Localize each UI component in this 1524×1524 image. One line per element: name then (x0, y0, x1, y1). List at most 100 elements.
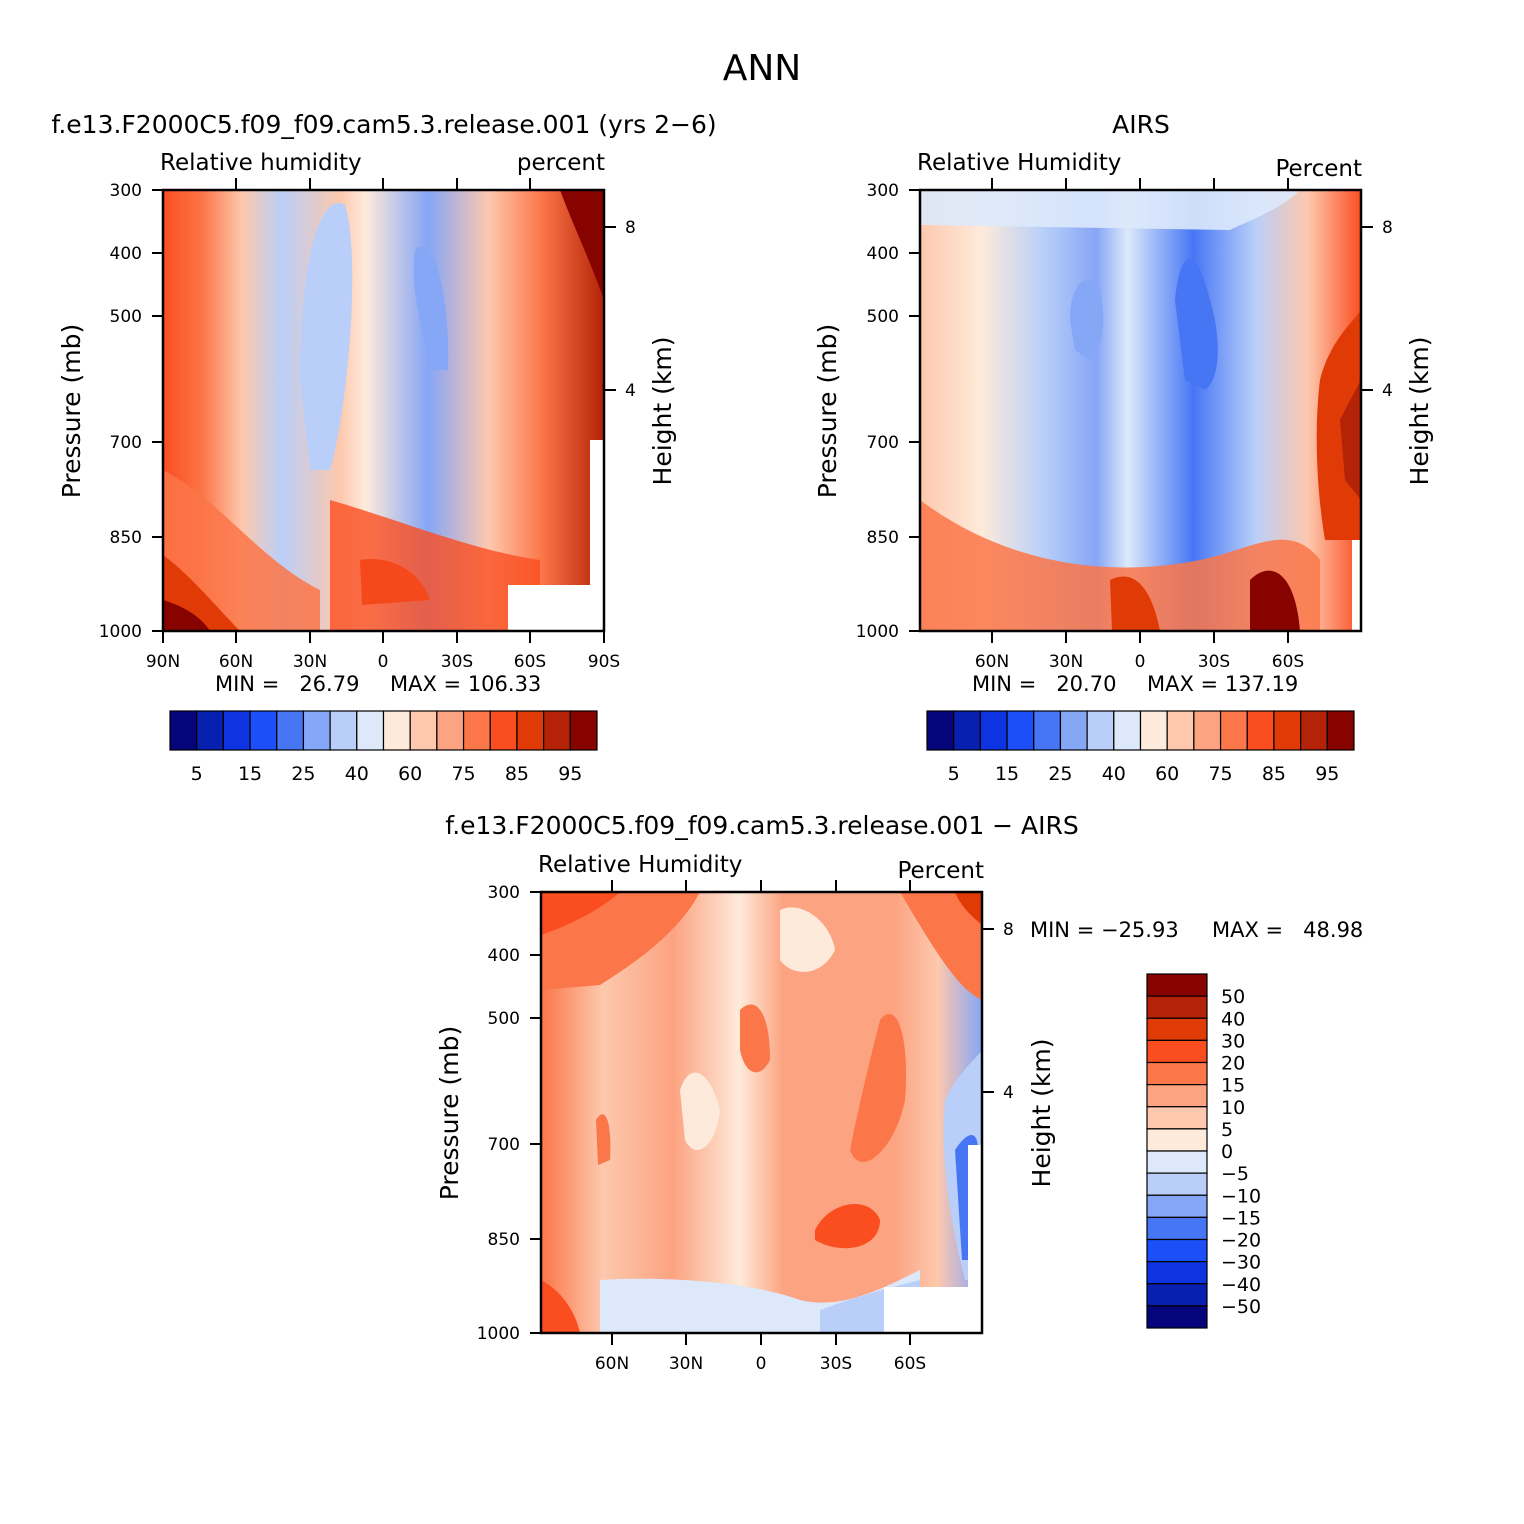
colorbar-label: 15 (238, 763, 262, 785)
colorbar-swatch (1146, 1061, 1208, 1086)
colorbar-swatch (249, 710, 278, 751)
colorbar-label: 20 (1221, 1053, 1245, 1075)
x-tick-label: 60S (894, 1354, 926, 1374)
panel-model-x-axis: 90N 60N 30N 0 30S 60S 90S (146, 178, 620, 672)
field-blob (900, 892, 982, 1000)
missing-data-mask (968, 1145, 982, 1287)
x-tick-label: 0 (378, 652, 389, 672)
panel-airs: AIRS Relative Humidity Percent 300 400 (813, 110, 1434, 785)
y-tick-label: 500 (488, 1009, 520, 1029)
y2-tick-label: 4 (1382, 381, 1393, 401)
panel-model-min: MIN = 26.79 (215, 672, 359, 696)
field-blob (1250, 570, 1300, 631)
panel-difference-x-axis: 60N 30N 0 30S 60S (595, 880, 926, 1374)
colorbar-label: 95 (1315, 763, 1339, 785)
colorbar-label: 75 (1208, 763, 1232, 785)
colorbar-swatch (1146, 1150, 1208, 1174)
missing-data-mask (1352, 540, 1361, 631)
colorbar-label: 85 (1262, 763, 1286, 785)
x-tick-label: 30N (293, 652, 327, 672)
missing-data-mask (590, 440, 604, 585)
colorbar-label: −5 (1221, 1163, 1249, 1185)
panel-difference-left-label: Relative Humidity (538, 852, 742, 878)
y-axis-title: Pressure (mb) (57, 324, 86, 498)
colorbar-swatch (1146, 1172, 1208, 1196)
x-tick-label: 30N (1049, 652, 1083, 672)
field-blob (955, 892, 982, 925)
colorbar-swatch (1146, 973, 1208, 997)
y-tick-label: 700 (867, 433, 899, 453)
panel-model-title: f.e13.F2000C5.f09_f09.cam5.3.release.001… (51, 110, 716, 139)
colorbar-label: 10 (1221, 1097, 1245, 1119)
panel-airs-left-label: Relative Humidity (917, 150, 1121, 176)
x-tick-label: 90N (146, 652, 180, 672)
field-blob (541, 892, 620, 935)
colorbar-label: −10 (1221, 1185, 1261, 1207)
colorbar-swatch (462, 710, 491, 751)
colorbar-swatch (409, 710, 438, 751)
colorbar-swatch (1146, 1084, 1208, 1108)
field-blob (920, 500, 1320, 631)
colorbar-label: −20 (1221, 1230, 1261, 1252)
colorbar-label: 25 (1048, 763, 1072, 785)
missing-data-mask (884, 1287, 982, 1333)
colorbar-label: 0 (1221, 1141, 1233, 1163)
y-tick-label: 1000 (477, 1324, 520, 1344)
colorbar-label: −15 (1221, 1207, 1261, 1229)
colorbar-label: 40 (1221, 1008, 1245, 1030)
colorbar-swatch (979, 710, 1008, 751)
colorbar-label: 60 (398, 763, 422, 785)
panel-airs-y2-axis: 8 4 Height (km) (1361, 218, 1434, 485)
colorbar-swatch (276, 710, 305, 751)
y-tick-label: 400 (867, 244, 899, 264)
colorbar-label: 25 (291, 763, 315, 785)
colorbar-swatch (1113, 710, 1142, 751)
colorbar-swatch (1033, 710, 1062, 751)
colorbar-swatch (1146, 1238, 1208, 1263)
field-blob (163, 470, 320, 631)
colorbar-swatch (953, 710, 981, 751)
colorbar-swatch (1300, 710, 1328, 751)
x-tick-label: 30S (820, 1354, 852, 1374)
panel-difference-y-axis: 300 400 500 700 850 1000 Pressure (mb) (435, 883, 541, 1344)
colorbar-label: 85 (505, 763, 529, 785)
colorbar-swatch (1273, 710, 1302, 751)
colorbar-label: 5 (1221, 1119, 1233, 1141)
panel-model-left-label: Relative humidity (160, 150, 362, 176)
colorbar-swatch (1326, 710, 1355, 751)
colorbar-swatch (1146, 1017, 1208, 1041)
field-blob (330, 500, 540, 631)
y2-tick-label: 8 (625, 218, 636, 238)
panel-airs-field (918, 188, 1363, 633)
panel-airs-x-axis: 60N 30N 0 30S 60S (975, 178, 1304, 672)
y-tick-label: 400 (488, 946, 520, 966)
x-tick-label: 30S (441, 652, 473, 672)
field-blob (163, 600, 210, 631)
y-tick-label: 850 (110, 528, 142, 548)
panel-difference-max: MAX = 48.98 (1212, 918, 1363, 942)
colorbar-label: −50 (1221, 1296, 1261, 1318)
y2-tick-label: 4 (625, 381, 636, 401)
y-tick-label: 300 (110, 181, 142, 201)
y-tick-label: 300 (488, 883, 520, 903)
colorbar-swatch (569, 710, 598, 751)
x-tick-label: 30N (669, 1354, 703, 1374)
x-tick-label: 60N (975, 652, 1009, 672)
field-blob (596, 1114, 611, 1165)
y-tick-label: 850 (867, 528, 899, 548)
colorbar-label: 30 (1221, 1030, 1245, 1052)
colorbar-label: 15 (1221, 1075, 1245, 1097)
colorbar-swatch (1059, 710, 1088, 751)
colorbar-swatch (1146, 995, 1208, 1019)
y-axis-title: Pressure (mb) (813, 324, 842, 498)
field-blob (300, 202, 353, 470)
field-blob (680, 1072, 720, 1150)
colorbar-swatch (1006, 710, 1035, 751)
panel-airs-min: MIN = 20.70 (972, 672, 1116, 696)
y2-tick-label: 8 (1003, 920, 1014, 940)
panel-difference-right-label: Percent (897, 858, 984, 884)
panel-airs-y-axis: 300 400 500 700 850 1000 Pressure (mb) (813, 181, 920, 642)
x-tick-label: 0 (756, 1354, 767, 1374)
colorbar-swatch (222, 710, 251, 751)
